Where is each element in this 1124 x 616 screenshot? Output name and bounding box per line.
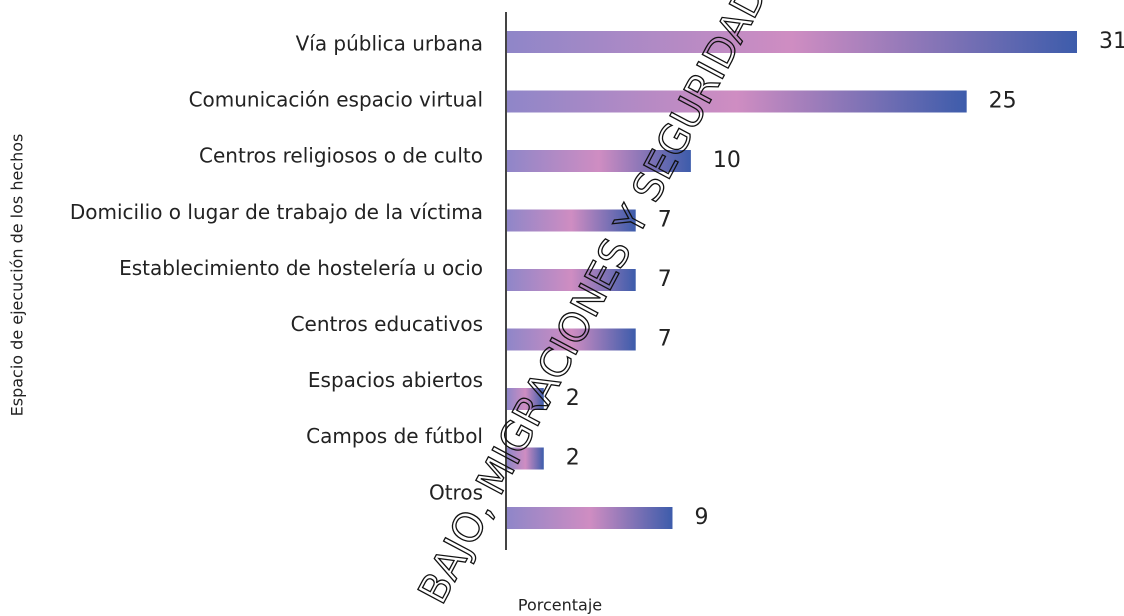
value-label: 2 <box>566 446 580 471</box>
bar <box>507 31 1077 53</box>
x-axis-title: Porcentaje <box>518 596 602 615</box>
category-label: Domicilio o lugar de trabajo de la vícti… <box>70 200 483 224</box>
bar <box>507 90 967 113</box>
bar <box>507 209 636 232</box>
value-label: 7 <box>658 208 672 233</box>
category-label: Otros <box>429 480 483 504</box>
value-label: 25 <box>989 89 1017 114</box>
bar <box>507 507 673 529</box>
bar <box>507 269 636 291</box>
bar <box>507 447 544 470</box>
bar <box>507 150 691 172</box>
value-label: 2 <box>566 386 580 411</box>
value-label: 7 <box>658 327 672 352</box>
category-label: Establecimiento de hostelería u ocio <box>119 256 483 280</box>
value-label: 9 <box>694 505 708 530</box>
y-axis-title: Espacio de ejecución de los hechos <box>8 134 27 417</box>
category-label: Campos de fútbol <box>306 424 483 448</box>
value-label: 7 <box>658 267 672 292</box>
category-label: Vía pública urbana <box>296 32 483 56</box>
value-label: 10 <box>713 148 741 173</box>
category-label: Comunicación espacio virtual <box>189 88 483 112</box>
bar <box>507 388 544 410</box>
bar <box>507 328 636 351</box>
category-label: Centros religiosos o de culto <box>199 144 483 168</box>
category-label: Centros educativos <box>291 312 483 336</box>
value-label: 31 <box>1099 29 1124 54</box>
category-label: Espacios abiertos <box>308 368 483 392</box>
